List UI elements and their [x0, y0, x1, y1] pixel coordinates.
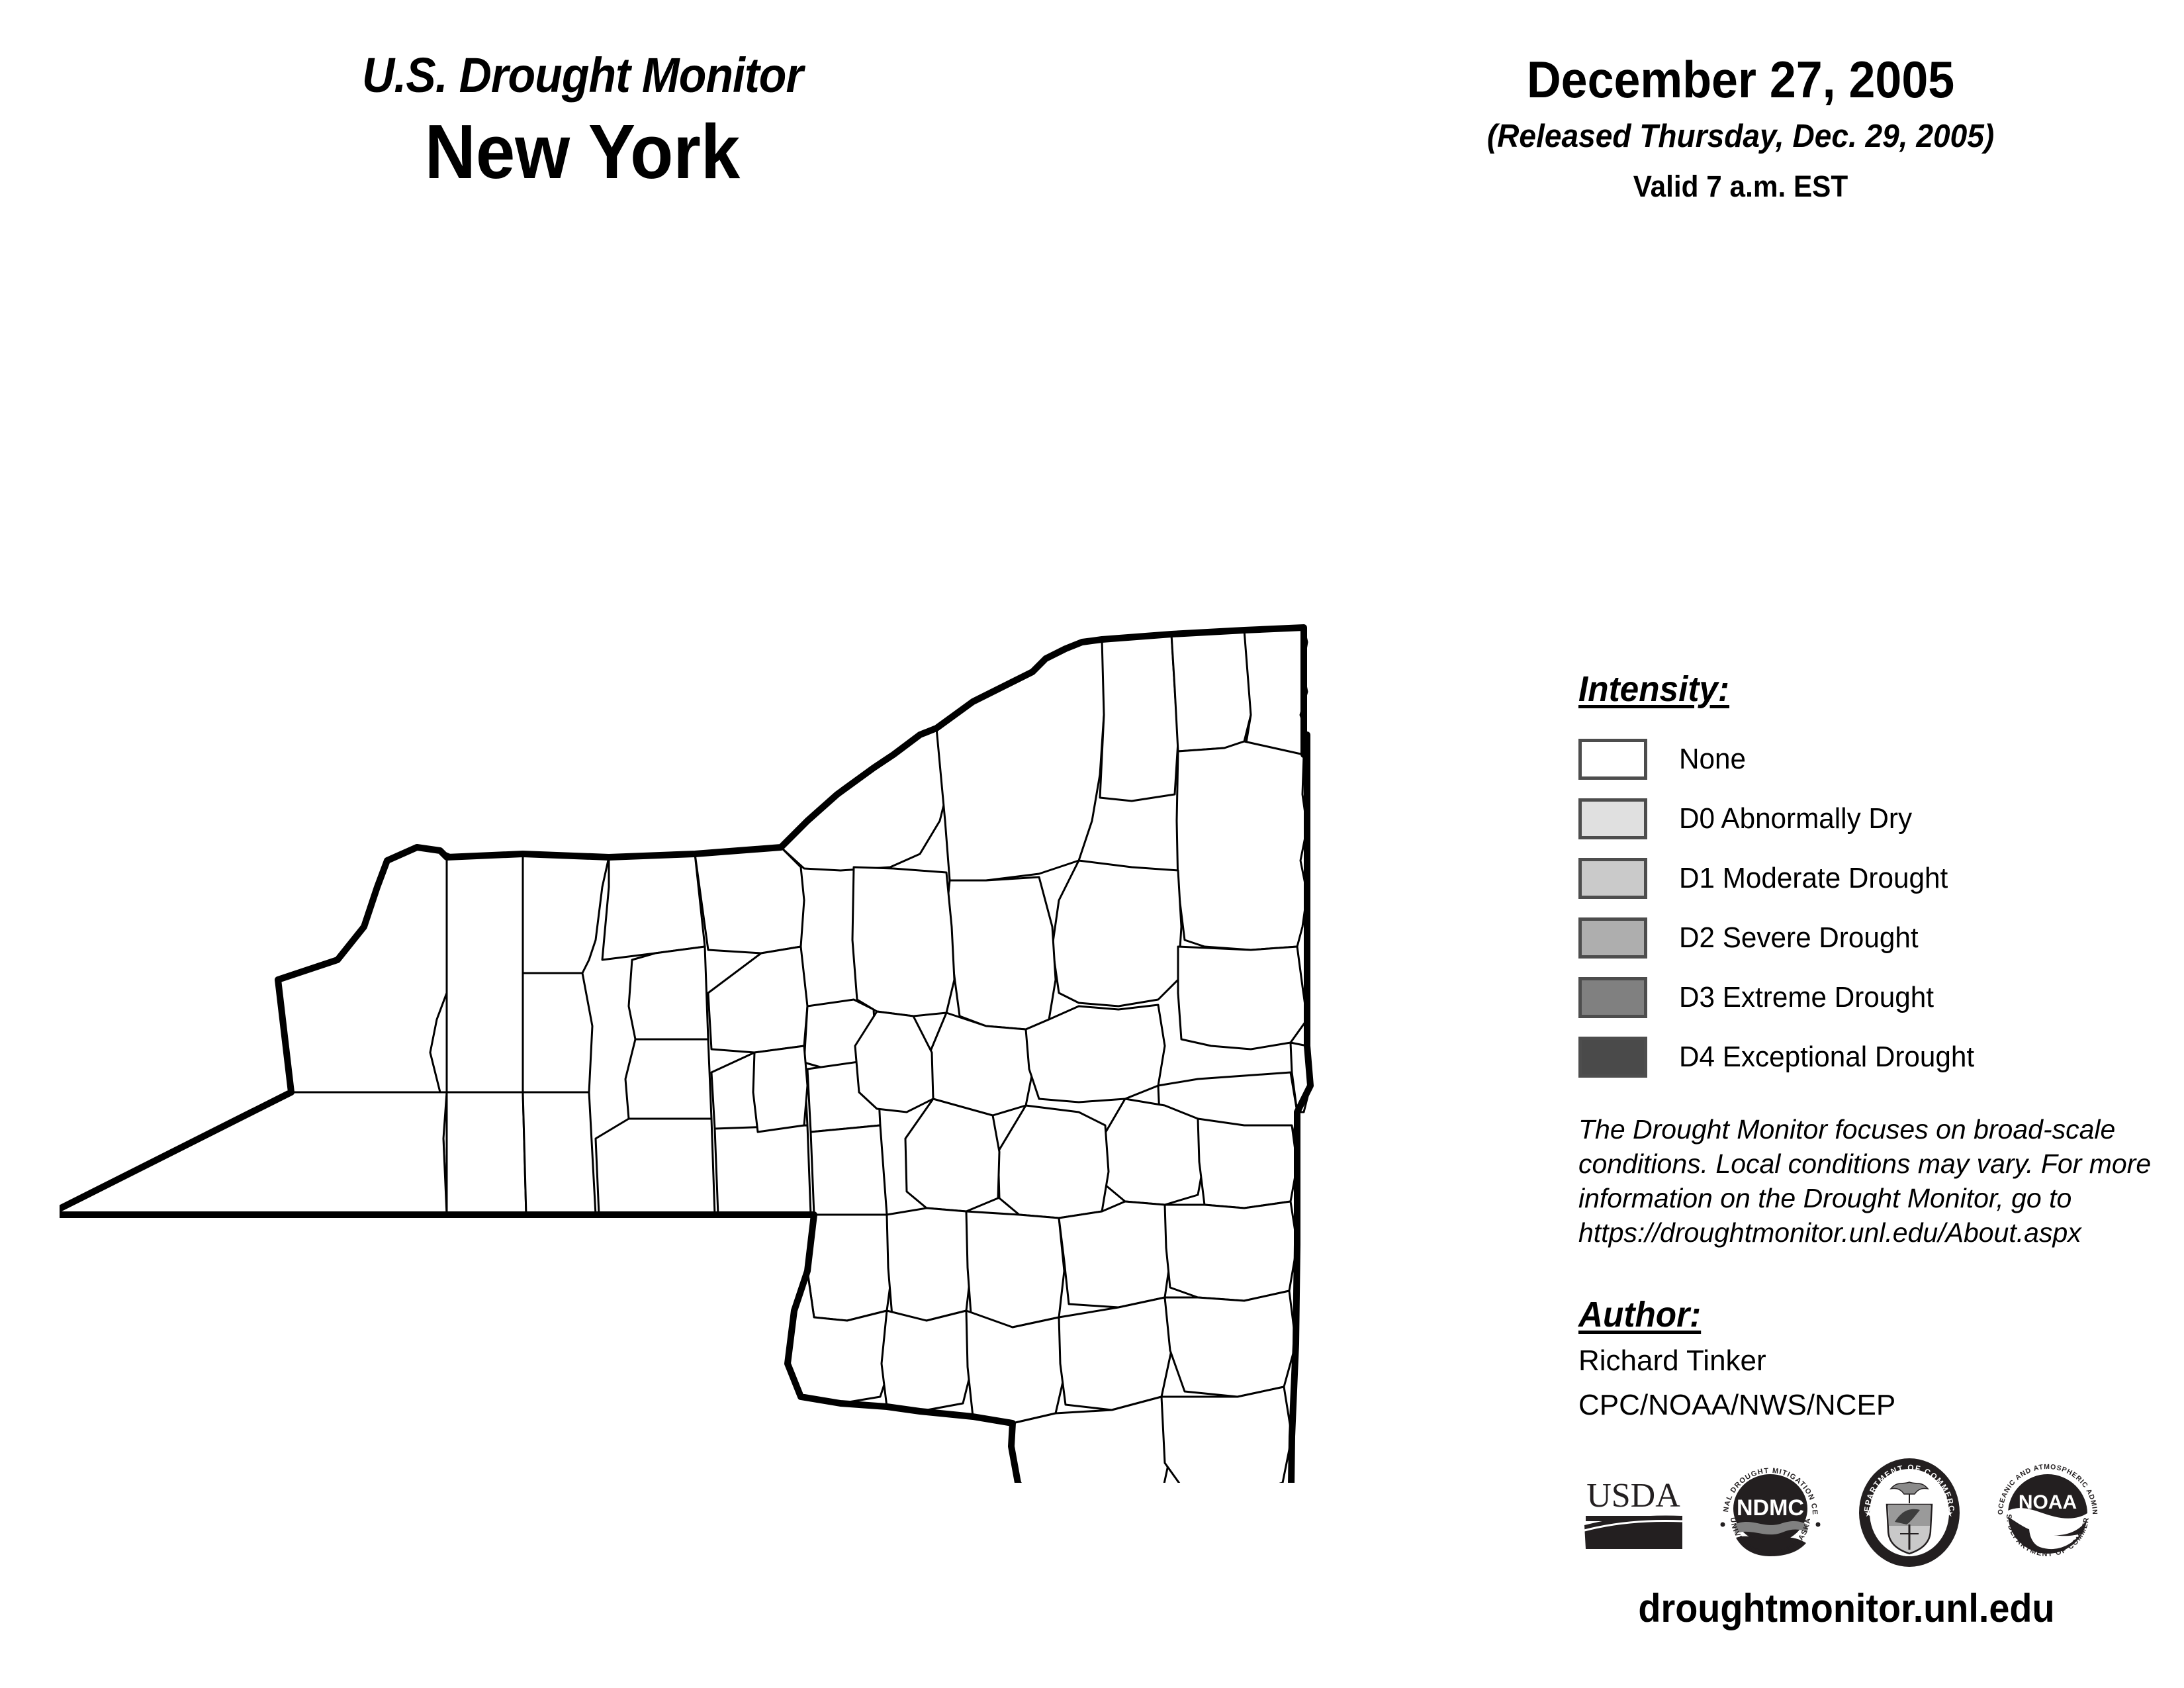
- intensity-legend: Intensity: None D0 Abnormally Dry D1 Mod…: [1578, 669, 2081, 1087]
- legend-item-d0[interactable]: D0 Abnormally Dry: [1578, 789, 2081, 849]
- valid-time: Valid 7 a.m. EST: [1633, 169, 1848, 203]
- legend-label-d2: D2 Severe Drought: [1679, 921, 1919, 954]
- map-svg: [60, 624, 1314, 1483]
- new-york-drought-map[interactable]: [60, 424, 1529, 1483]
- legend-swatch-none: [1578, 739, 1647, 780]
- agency-logos: USDA NDMC NATIONAL DROUGHT MITIGATION CE…: [1582, 1448, 2105, 1579]
- noaa-logo-text: NOAA: [2019, 1491, 2077, 1513]
- doc-logo[interactable]: DEPARTMENT OF COMMERCE UNITED STATES OF …: [1850, 1448, 1965, 1573]
- footer-url[interactable]: droughtmonitor.unl.edu: [1638, 1586, 2055, 1630]
- author-block: Author: Richard Tinker CPC/NOAA/NWS/NCEP: [1578, 1294, 2108, 1424]
- title-block: U.S. Drought Monitor New York: [218, 50, 946, 193]
- doc-eagle: [1889, 1481, 1929, 1495]
- usda-logo[interactable]: USDA: [1582, 1470, 1688, 1559]
- legend-swatch-d0: [1578, 798, 1647, 839]
- doc-star-right: ★: [1945, 1508, 1954, 1519]
- noaa-logo[interactable]: NOAA NATIONAL OCEANIC AND ATMOSPHERIC AD…: [1987, 1450, 2105, 1573]
- region-title: New York: [424, 108, 741, 195]
- legend-label-d0: D0 Abnormally Dry: [1679, 802, 1913, 835]
- legend-label-d3: D3 Extreme Drought: [1679, 981, 1934, 1013]
- noaa-bird: [2003, 1508, 2091, 1536]
- legend-label-none: None: [1679, 743, 1746, 775]
- state-outline: [60, 624, 1314, 1483]
- legend-swatch-d4: [1578, 1037, 1647, 1078]
- ndmc-logo[interactable]: NDMC NATIONAL DROUGHT MITIGATION CENTER …: [1710, 1450, 1827, 1573]
- legend-item-d2[interactable]: D2 Severe Drought: [1578, 908, 2081, 968]
- disclaimer-text: The Drought Monitor focuses on broad-sca…: [1578, 1114, 2152, 1248]
- usda-logo-text: USDA: [1586, 1477, 1680, 1515]
- legend-title: Intensity:: [1578, 669, 1730, 709]
- legend-swatch-d1: [1578, 858, 1647, 899]
- program-title: U.S. Drought Monitor: [361, 48, 803, 103]
- author-affiliation: CPC/NOAA/NWS/NCEP: [1578, 1389, 1896, 1422]
- legend-label-d4: D4 Exceptional Drought: [1679, 1041, 1975, 1073]
- legend-item-d1[interactable]: D1 Moderate Drought: [1578, 849, 2081, 908]
- ndmc-logo-text: NDMC: [1737, 1495, 1804, 1521]
- legend-swatch-d3: [1578, 977, 1647, 1018]
- author-name: Richard Tinker: [1578, 1344, 1766, 1377]
- valid-date: December 27, 2005: [1526, 50, 1955, 109]
- release-date: (Released Thursday, Dec. 29, 2005): [1486, 118, 1995, 154]
- map-county-layer: [60, 626, 1312, 1483]
- legend-item-d4[interactable]: D4 Exceptional Drought: [1578, 1027, 2081, 1087]
- author-heading: Author:: [1578, 1295, 1702, 1335]
- date-block: December 27, 2005 (Released Thursday, De…: [1403, 50, 2078, 204]
- legend-item-none[interactable]: None: [1578, 729, 2081, 789]
- doc-star-left: ★: [1864, 1508, 1873, 1519]
- legend-swatch-d2: [1578, 917, 1647, 959]
- legend-label-d1: D1 Moderate Drought: [1679, 862, 1948, 894]
- legend-item-d3[interactable]: D3 Extreme Drought: [1578, 968, 2081, 1027]
